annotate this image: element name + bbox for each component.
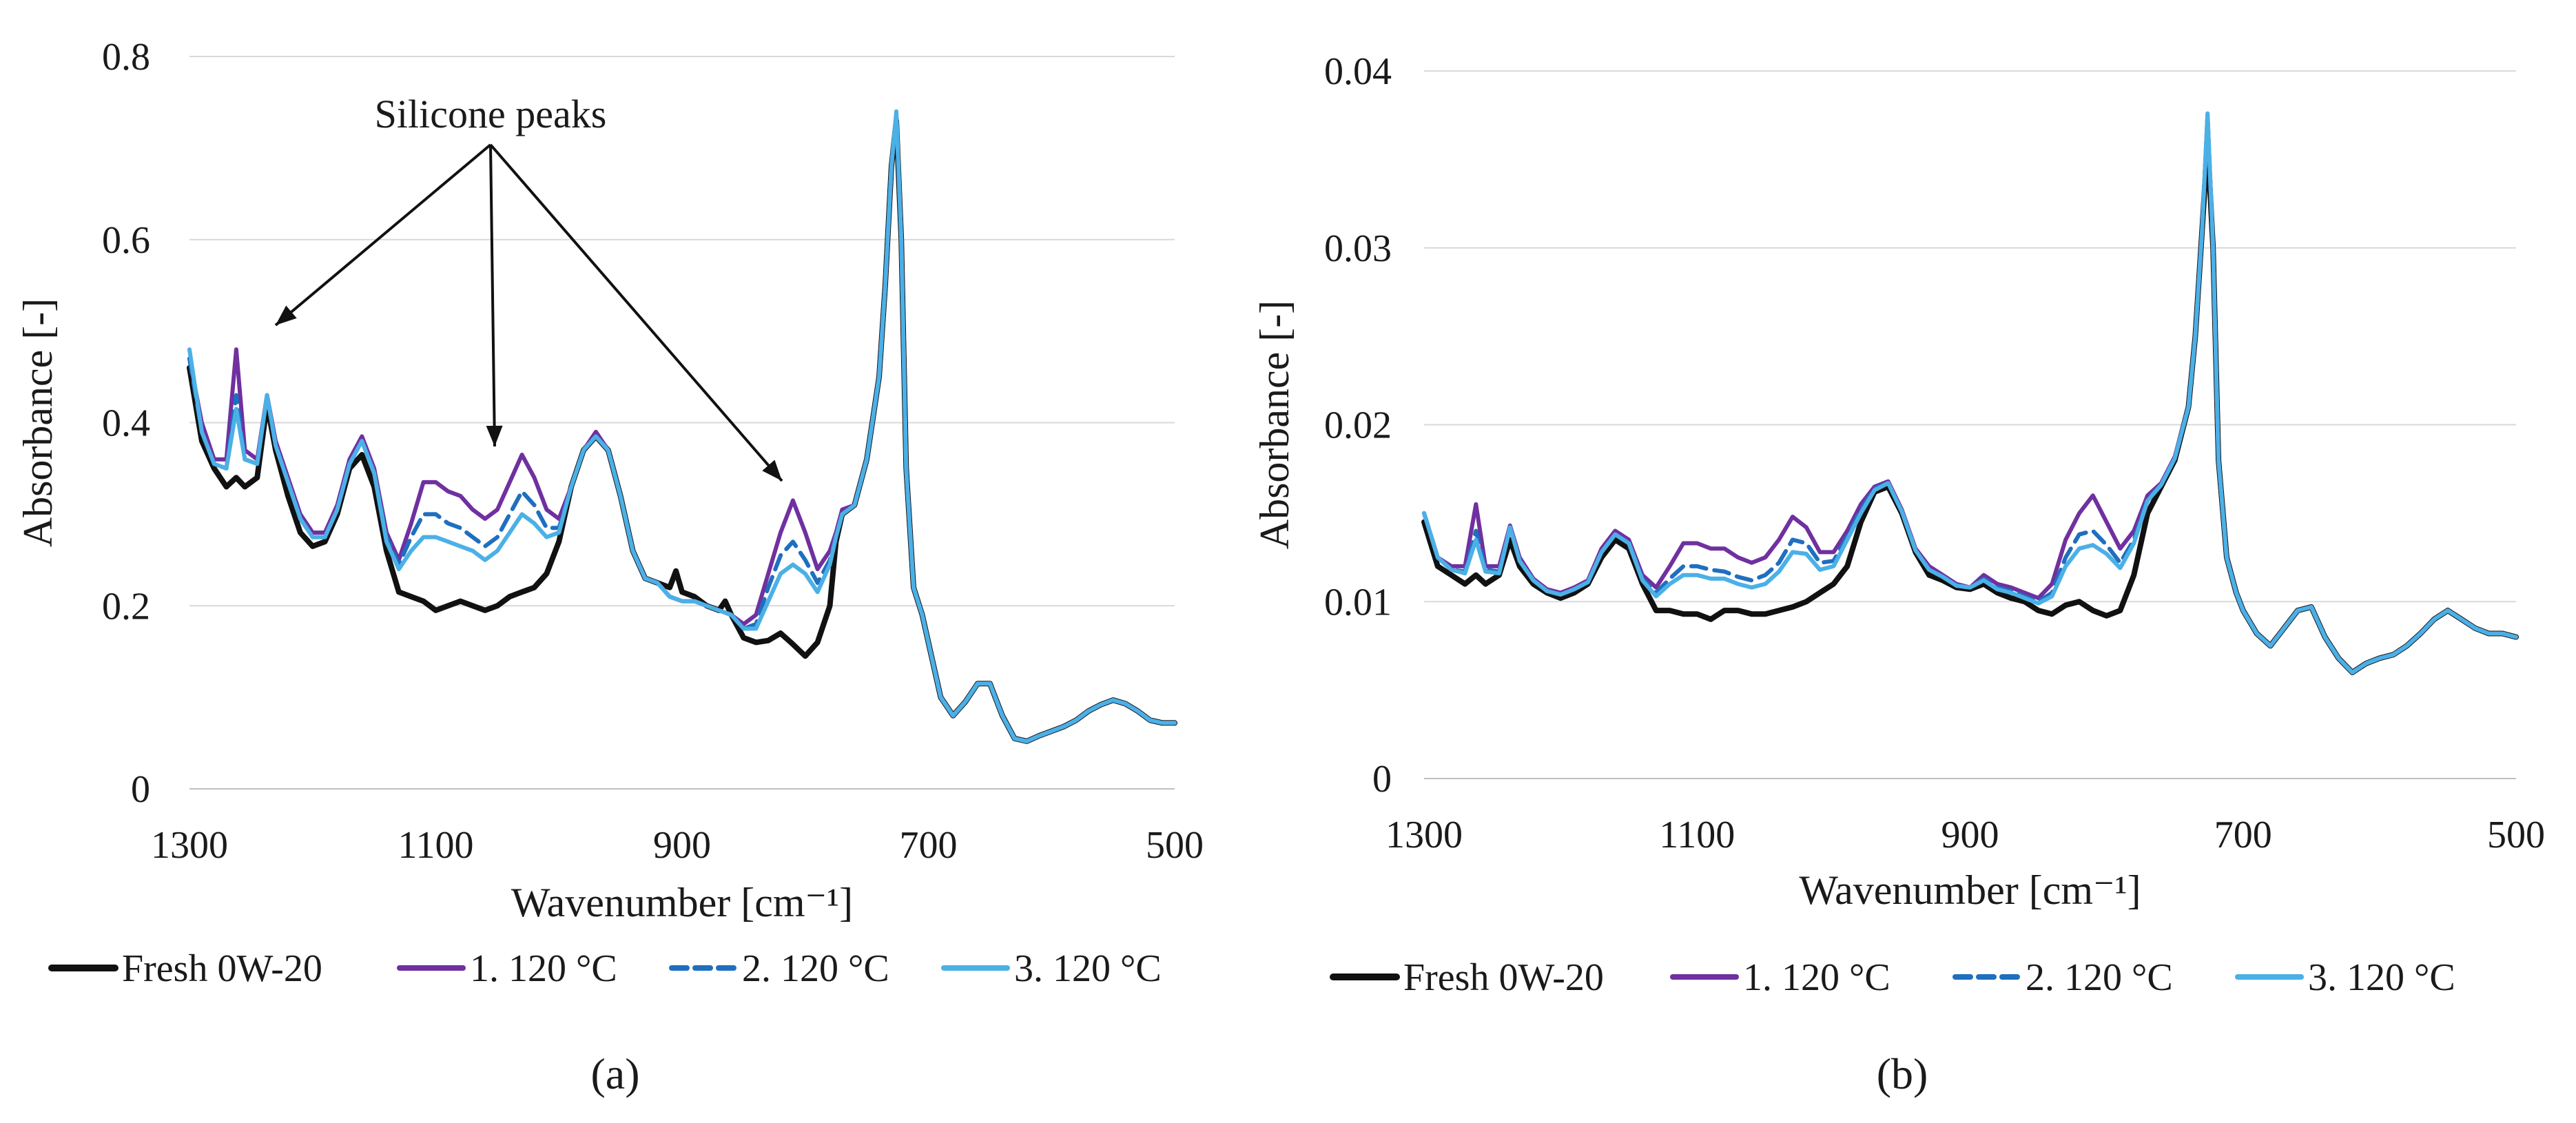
- legend-label: 2. 120 °C: [2026, 956, 2173, 999]
- legend-label: 3. 120 °C: [2308, 956, 2455, 999]
- y-tick-label: 0.6: [102, 219, 150, 262]
- series-line-1: [187, 118, 1177, 744]
- legend-label: 1. 120 °C: [1743, 956, 1890, 999]
- x-tick-label: 500: [2487, 814, 2545, 856]
- arrowhead-icon: [486, 425, 503, 446]
- y-tick-label: 0.01: [1324, 581, 1392, 624]
- x-tick-label: 1300: [1385, 814, 1463, 856]
- y-tick-label: 0.03: [1324, 227, 1392, 270]
- legend-label: 1. 120 °C: [470, 947, 617, 990]
- legend-label: Fresh 0W-20: [1403, 956, 1604, 999]
- annotation-arrow: [489, 143, 783, 482]
- x-tick-label: 1100: [398, 824, 474, 867]
- legend-label: 2. 120 °C: [742, 947, 889, 990]
- x-axis-title: Wavenumber [cm⁻¹]: [1799, 867, 2141, 913]
- x-tick-label: 900: [1941, 814, 1999, 856]
- y-axis-title: Absorbance [-]: [15, 298, 61, 548]
- y-axis-title: Absorbance [-]: [1252, 300, 1297, 550]
- panel-label: (a): [590, 1049, 639, 1098]
- arrowhead-icon: [762, 460, 782, 481]
- x-axis-title: Wavenumber [cm⁻¹]: [511, 880, 853, 925]
- annotation-arrow: [274, 143, 492, 327]
- x-tick-label: 700: [2214, 814, 2272, 856]
- series-line-1: [1421, 138, 2519, 675]
- series-line-4: [1422, 111, 2518, 674]
- series-line-3: [187, 114, 1177, 743]
- x-tick-label: 1300: [151, 824, 228, 867]
- series-line-2: [187, 114, 1177, 743]
- panel-a-chart: 0 0.2 0.4 0.6 0.8 1300 1100 900 700 500 Wavenumber…: [15, 36, 1204, 1098]
- y-tick-label: 0.2: [102, 585, 150, 628]
- x-tick-label: 900: [653, 824, 711, 867]
- panel-b-chart: 0 0.01 0.02 0.03 0.04 1300 1100 900 700 500 Wavenu…: [1252, 50, 2545, 1098]
- y-tick-label: 0: [1372, 758, 1392, 801]
- y-tick-label: 0.04: [1324, 50, 1392, 93]
- x-tick-label: 500: [1146, 824, 1204, 867]
- y-tick-label: 0: [131, 768, 150, 811]
- y-tick-label: 0.8: [102, 36, 150, 79]
- annotation-text: Silicone peaks: [375, 92, 607, 136]
- legend-label: Fresh 0W-20: [122, 947, 322, 990]
- panel-label: (b): [1877, 1049, 1928, 1098]
- legend-label: 3. 120 °C: [1014, 947, 1162, 990]
- annotation-arrow: [489, 144, 496, 447]
- x-tick-label: 700: [900, 824, 958, 867]
- x-tick-label: 1100: [1659, 814, 1735, 856]
- y-tick-label: 0.4: [102, 402, 150, 445]
- y-tick-label: 0.02: [1324, 404, 1392, 447]
- arrowhead-icon: [276, 305, 297, 325]
- series-line-4: [187, 109, 1177, 743]
